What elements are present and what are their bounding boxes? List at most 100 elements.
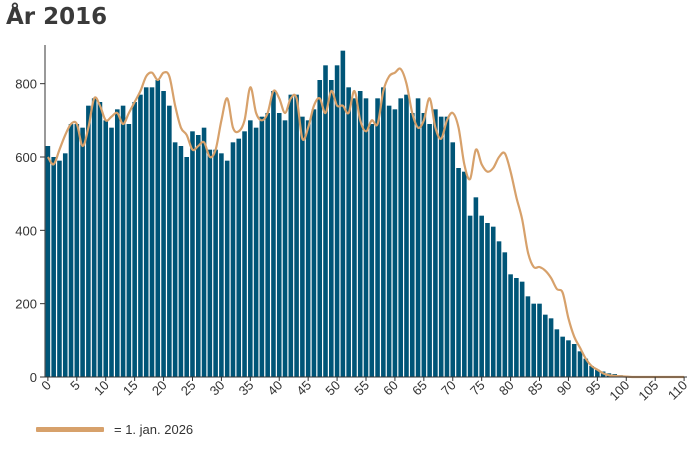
bar bbox=[276, 113, 282, 377]
y-tick-label: 600 bbox=[15, 150, 37, 165]
bar bbox=[571, 344, 577, 377]
bar bbox=[548, 318, 554, 377]
bar bbox=[282, 120, 288, 377]
bar bbox=[381, 87, 386, 377]
bar bbox=[236, 138, 242, 377]
bar bbox=[583, 358, 589, 377]
x-tick-label: 75 bbox=[467, 378, 488, 399]
x-tick-label: 55 bbox=[351, 378, 372, 399]
x-tick-label: 40 bbox=[265, 378, 286, 399]
bar bbox=[462, 171, 467, 377]
bar bbox=[300, 116, 305, 378]
bar bbox=[444, 116, 450, 378]
x-tick-label: 50 bbox=[322, 378, 343, 399]
x-tick-label: 60 bbox=[380, 378, 401, 399]
legend: = 1. jan. 2026 bbox=[36, 418, 193, 440]
bar bbox=[265, 113, 270, 377]
x-tick-label: 90 bbox=[554, 378, 575, 399]
bar bbox=[271, 91, 276, 377]
bar bbox=[537, 303, 542, 377]
x-tick-label: 65 bbox=[409, 378, 430, 399]
bar bbox=[490, 226, 496, 377]
bar bbox=[456, 168, 461, 377]
bar bbox=[259, 116, 265, 378]
bar bbox=[91, 98, 97, 377]
bar bbox=[86, 105, 91, 378]
bar bbox=[201, 127, 207, 377]
bar bbox=[184, 157, 189, 377]
bar bbox=[132, 102, 137, 377]
bar bbox=[149, 87, 155, 377]
bar bbox=[577, 351, 583, 377]
bar bbox=[340, 50, 346, 378]
bar bbox=[519, 281, 525, 377]
legend-line-swatch bbox=[36, 426, 104, 432]
y-axis-ticks: 0 200 400 600 800 bbox=[15, 77, 45, 385]
bar bbox=[74, 124, 80, 377]
bar bbox=[294, 94, 299, 378]
line-series bbox=[46, 67, 685, 379]
bar bbox=[438, 116, 444, 378]
bar bbox=[224, 160, 230, 377]
legend-label: = 1. jan. 2026 bbox=[114, 421, 194, 437]
bar bbox=[508, 274, 513, 377]
bar bbox=[595, 369, 600, 377]
bar bbox=[352, 98, 357, 377]
x-tick-label: 85 bbox=[525, 378, 546, 399]
bar bbox=[80, 127, 85, 377]
y-tick-label: 800 bbox=[15, 77, 37, 92]
x-tick-label: 70 bbox=[438, 378, 459, 399]
bar-series bbox=[45, 50, 646, 378]
bar bbox=[329, 80, 334, 377]
x-tick-label: 25 bbox=[178, 378, 199, 399]
bar bbox=[467, 215, 473, 377]
bar bbox=[415, 98, 421, 377]
bar bbox=[409, 113, 415, 377]
x-tick-label: 80 bbox=[496, 378, 517, 399]
bar bbox=[120, 105, 126, 378]
x-axis-ticks: 0 5 10 15 20 25 30 35 40 45 50 55 60 65 70 75 80 85 90 95 10… bbox=[38, 377, 690, 403]
bar bbox=[219, 153, 224, 377]
y-tick-label: 200 bbox=[15, 297, 37, 312]
bar bbox=[126, 124, 132, 377]
bar bbox=[386, 105, 392, 378]
bar bbox=[502, 252, 508, 377]
bar bbox=[97, 102, 103, 377]
bar bbox=[207, 149, 213, 377]
bar bbox=[357, 91, 363, 377]
bar bbox=[450, 142, 456, 377]
bar bbox=[138, 94, 143, 378]
bar bbox=[404, 94, 409, 378]
bar bbox=[62, 153, 68, 377]
bar bbox=[554, 329, 560, 377]
series-line bbox=[46, 67, 685, 379]
bar bbox=[143, 87, 149, 377]
bar bbox=[496, 241, 502, 377]
bar bbox=[473, 197, 479, 377]
x-tick-label: 95 bbox=[583, 378, 604, 399]
bar bbox=[421, 113, 427, 377]
x-tick-label: 45 bbox=[293, 378, 314, 399]
x-tick-label: 0 bbox=[38, 378, 54, 394]
y-tick-label: 0 bbox=[30, 370, 37, 385]
bar bbox=[167, 105, 172, 378]
bar bbox=[392, 109, 398, 377]
bar bbox=[317, 80, 323, 377]
bar bbox=[485, 223, 490, 377]
bar bbox=[543, 314, 548, 377]
bar bbox=[109, 127, 114, 377]
bar bbox=[161, 91, 166, 377]
bar bbox=[103, 120, 109, 377]
bar bbox=[45, 146, 51, 377]
bar bbox=[525, 296, 531, 377]
bar bbox=[253, 127, 259, 377]
bar bbox=[566, 340, 571, 377]
bar bbox=[531, 303, 537, 377]
bar bbox=[172, 142, 178, 377]
bar bbox=[334, 65, 340, 377]
chart-title: År 2016 bbox=[6, 4, 108, 30]
bar bbox=[398, 98, 403, 377]
bar bbox=[363, 98, 369, 377]
bar bbox=[213, 149, 218, 377]
